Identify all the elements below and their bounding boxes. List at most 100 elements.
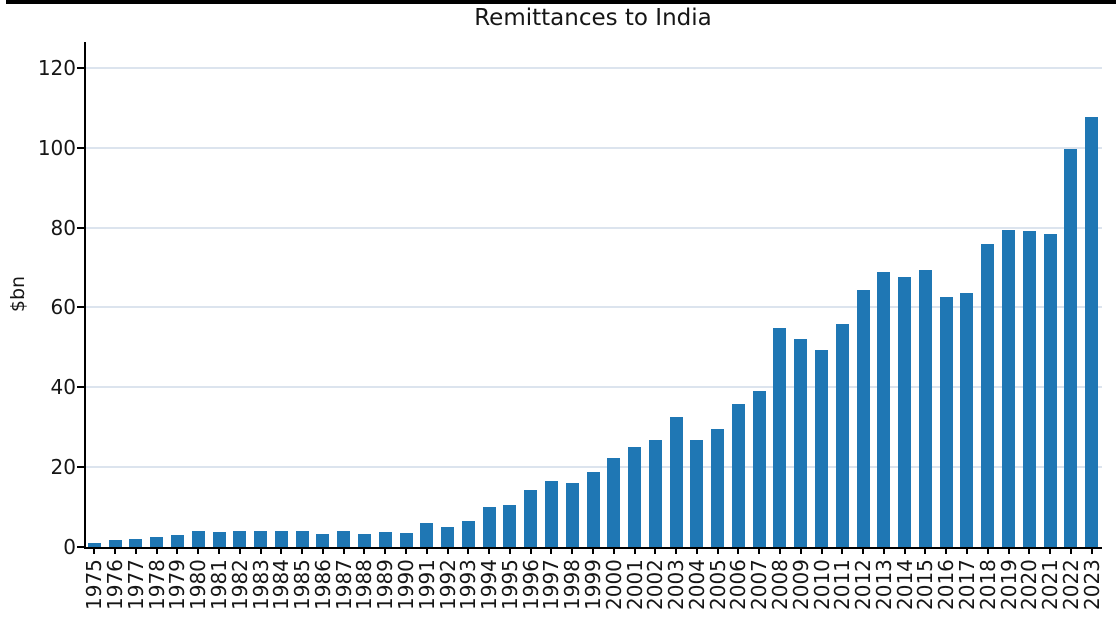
y-tick-label-60: 60	[50, 295, 76, 320]
bar-1980	[191, 530, 205, 547]
bar-2020	[1022, 231, 1036, 547]
bar-1997	[544, 480, 558, 547]
x-tick-mark-2020	[1028, 549, 1031, 554]
x-tick-label-2021: 2021	[1038, 559, 1063, 610]
x-tick-label-2008: 2008	[767, 559, 792, 610]
x-tick-label-1981: 1981	[207, 559, 232, 610]
y-tick-mark-20	[77, 466, 84, 469]
bar-1988	[357, 533, 371, 547]
x-tick-mark-2005	[716, 549, 719, 554]
y-tick-label-0: 0	[63, 535, 76, 559]
bar-2006	[731, 404, 745, 547]
gridline-20	[86, 466, 1102, 469]
bar-1995	[503, 505, 517, 547]
x-tick-label-1995: 1995	[497, 559, 522, 610]
x-tick-label-2022: 2022	[1058, 559, 1083, 610]
x-tick-mark-2021	[1049, 549, 1052, 554]
x-tick-mark-2019	[1007, 549, 1010, 554]
bar-2000	[607, 457, 621, 547]
x-tick-label-2004: 2004	[684, 559, 709, 610]
x-tick-mark-2012	[862, 549, 865, 554]
bar-2009	[794, 338, 808, 547]
x-tick-mark-1989	[384, 549, 387, 554]
x-tick-label-1985: 1985	[290, 559, 315, 610]
x-tick-mark-2022	[1069, 549, 1072, 554]
gridline-80	[86, 226, 1102, 229]
x-tick-label-2002: 2002	[643, 559, 668, 610]
gridline-60	[86, 306, 1102, 309]
x-tick-mark-2007	[758, 549, 761, 554]
y-tick-mark-0	[77, 546, 84, 548]
bar-1983	[254, 531, 268, 547]
bar-1991	[420, 523, 434, 547]
window-top-border	[6, 0, 1116, 4]
plot-area	[84, 42, 1102, 549]
x-tick-mark-1999	[592, 549, 594, 554]
x-tick-mark-1978	[155, 549, 158, 554]
x-tick-label-1999: 1999	[581, 559, 605, 610]
x-tick-mark-1993	[467, 549, 470, 554]
x-tick-mark-2014	[903, 549, 906, 554]
bar-2021	[1043, 233, 1057, 547]
x-tick-mark-1986	[321, 549, 324, 554]
bar-2008	[773, 327, 787, 547]
bar-1984	[274, 530, 288, 547]
x-tick-mark-1979	[176, 549, 179, 554]
bar-2013	[877, 272, 891, 547]
x-tick-label-2009: 2009	[788, 559, 813, 610]
y-tick-mark-40	[77, 386, 84, 389]
bar-1998	[565, 483, 579, 547]
bar-1987	[337, 531, 351, 547]
x-tick-label-2012: 2012	[851, 559, 876, 610]
bar-2019	[1002, 230, 1015, 547]
bar-2011	[835, 323, 849, 547]
x-tick-label-1976: 1976	[103, 559, 128, 610]
y-axis-label: $bn	[7, 275, 29, 313]
bar-2018	[981, 244, 995, 547]
x-tick-label-1994: 1994	[477, 559, 502, 610]
bar-1985	[295, 531, 309, 547]
bar-1976	[108, 539, 122, 547]
bar-2015	[918, 269, 932, 547]
x-tick-label-2020: 2020	[1017, 559, 1042, 610]
y-tick-label-80: 80	[50, 215, 76, 240]
x-tick-label-2007: 2007	[747, 559, 772, 610]
x-tick-mark-1995	[508, 549, 511, 554]
x-tick-mark-2003	[675, 549, 678, 554]
x-tick-mark-2017	[965, 549, 968, 554]
x-tick-mark-2002	[654, 549, 657, 554]
bar-1986	[316, 533, 330, 547]
bar-1992	[441, 527, 455, 547]
x-tick-label-1986: 1986	[310, 559, 335, 610]
bar-1979	[170, 535, 184, 547]
x-tick-label-1989: 1989	[373, 559, 398, 610]
x-tick-label-2018: 2018	[975, 559, 1000, 610]
x-tick-label-1980: 1980	[186, 559, 211, 610]
x-tick-mark-1984	[280, 549, 283, 554]
x-tick-mark-1991	[425, 549, 428, 554]
gridline-120	[86, 66, 1102, 69]
bar-1982	[233, 531, 247, 547]
x-tick-mark-2006	[737, 549, 740, 554]
x-tick-mark-1981	[218, 549, 221, 554]
x-tick-label-2003: 2003	[664, 559, 689, 610]
y-tick-mark-60	[77, 306, 84, 309]
bar-1989	[378, 532, 392, 547]
bar-2022	[1064, 148, 1078, 547]
x-tick-label-1982: 1982	[227, 559, 252, 610]
x-tick-mark-2011	[841, 549, 844, 554]
bar-1978	[150, 536, 164, 547]
x-tick-label-1977: 1977	[123, 559, 148, 610]
gridline-100	[86, 146, 1102, 149]
y-tick-label-100: 100	[37, 135, 76, 160]
x-tick-mark-2004	[695, 549, 698, 554]
bar-2005	[711, 428, 725, 547]
bar-2007	[752, 390, 766, 547]
x-tick-mark-1992	[446, 549, 449, 554]
y-tick-mark-120	[77, 66, 84, 69]
bar-1977	[129, 538, 143, 547]
x-tick-label-1990: 1990	[394, 559, 419, 610]
x-tick-label-2017: 2017	[954, 559, 979, 610]
x-tick-mark-1985	[301, 549, 304, 554]
